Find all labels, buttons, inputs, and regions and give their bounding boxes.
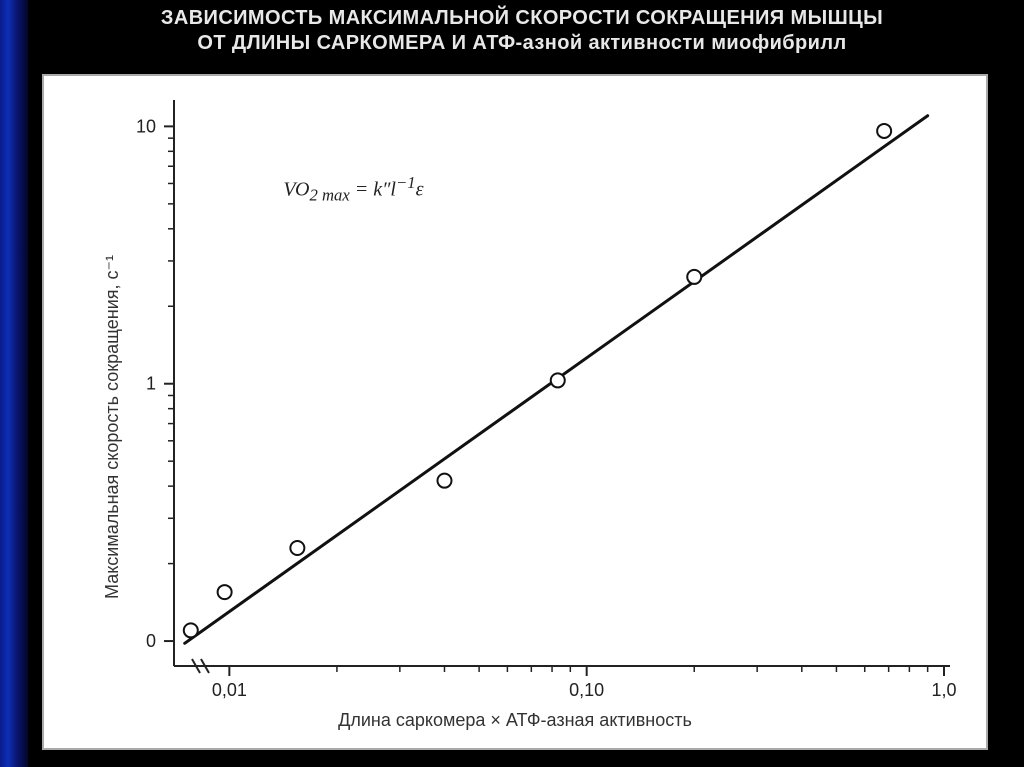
x-tick-label: 1,0 xyxy=(931,680,956,700)
y-tick-label: 10 xyxy=(136,116,156,136)
data-point xyxy=(437,474,451,488)
title-line-2: ОТ ДЛИНЫ САРКОМЕРА И АТФ-азной активност… xyxy=(60,31,984,56)
title-line-1: ЗАВИСИМОСТЬ МАКСИМАЛЬНОЙ СКОРОСТИ СОКРАЩ… xyxy=(60,6,984,31)
chart-frame: 0,01 0,10 1,0 0 1 10 Максимальная скорость со… xyxy=(42,74,988,750)
data-point xyxy=(218,585,232,599)
x-axis-label: Длина саркомера × АТФ-азная активность xyxy=(44,710,986,731)
data-point xyxy=(877,124,891,138)
data-point xyxy=(551,373,565,387)
page-title: ЗАВИСИМОСТЬ МАКСИМАЛЬНОЙ СКОРОСТИ СОКРАЩ… xyxy=(60,6,984,56)
y-tick-label: 1 xyxy=(146,374,156,394)
side-gradient xyxy=(0,0,28,767)
x-tick-label: 0,01 xyxy=(212,680,247,700)
chart-formula: VO2 max = k″l−1ε xyxy=(283,173,423,206)
y-axis-label: Максимальная скорость сокращения, с⁻¹ xyxy=(102,255,123,599)
y-tick-label: 0 xyxy=(146,631,156,651)
data-point xyxy=(290,541,304,555)
data-point xyxy=(184,623,198,637)
chart-svg: 0,01 0,10 1,0 0 1 10 xyxy=(44,76,986,748)
data-point xyxy=(687,270,701,284)
x-tick-label: 0,10 xyxy=(569,680,604,700)
